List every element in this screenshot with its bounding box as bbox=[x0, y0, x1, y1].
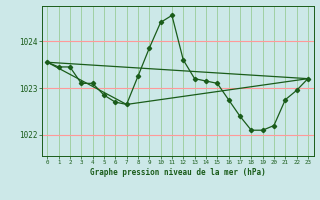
X-axis label: Graphe pression niveau de la mer (hPa): Graphe pression niveau de la mer (hPa) bbox=[90, 168, 266, 177]
